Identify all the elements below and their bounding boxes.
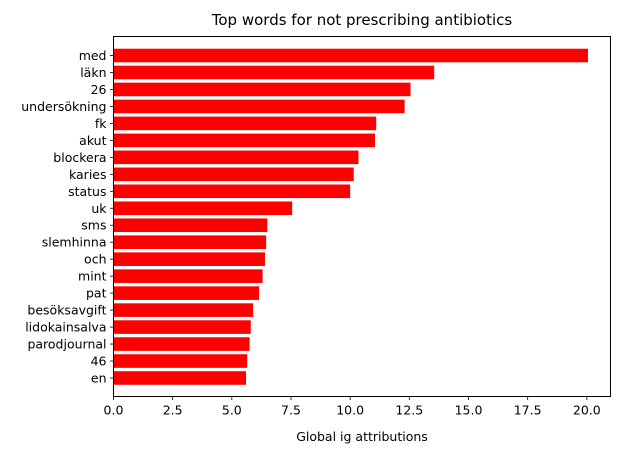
bar [113,133,376,148]
bar [113,354,248,368]
y-tick-label: lidokainsalva [25,320,106,335]
y-axis: med läkn 26 undersökning fk akut blockera karie… [21,48,114,386]
bar [113,320,251,334]
x-tick-label: 17.5 [514,403,542,418]
x-tick-label: 0.0 [104,403,124,418]
y-tick-label: undersökning [21,99,106,114]
bar [113,269,263,283]
x-tick-label: 10.0 [336,403,364,418]
bar [113,184,351,199]
y-tick-label: pat [86,286,107,301]
y-tick-label: status [68,184,106,199]
x-axis: 0.0 2.5 5.0 7.5 10.0 12.5 15.0 17.5 20.0 [104,396,601,418]
plot-frame [113,36,611,397]
bar [113,48,589,63]
x-tick-label: 15.0 [455,403,483,418]
bar [113,235,267,249]
y-tick-label: läkn [80,65,106,80]
bar [113,337,250,351]
bar [113,286,260,300]
y-tick-label: parodjournal [27,337,106,352]
bars-layer [113,48,589,385]
bar [113,82,411,97]
y-tick-label: med [79,48,107,63]
y-tick-label: 46 [91,354,107,369]
y-tick-label: akut [79,133,106,148]
bar [113,150,359,165]
bar [113,167,354,182]
x-tick-label: 20.0 [573,403,601,418]
x-tick-label: 2.5 [163,403,183,418]
y-tick-label: en [91,371,107,386]
bar [113,303,254,317]
y-tick-label: 26 [91,82,107,97]
bar [113,65,435,80]
bar [113,218,268,233]
y-tick-label: blockera [53,150,106,165]
x-tick-label: 12.5 [395,403,423,418]
y-tick-label: uk [91,201,107,216]
y-tick-label: mint [78,269,107,284]
y-tick-label: besöksavgift [27,303,106,318]
bar [113,201,293,216]
bar [113,252,265,266]
y-tick-label: slemhinna [42,235,107,250]
y-tick-label: sms [81,218,106,233]
x-tick-label: 7.5 [281,403,301,418]
y-tick-label: och [84,252,106,267]
chart-title: Top words for not prescribing antibiotic… [211,11,513,29]
bar [113,99,405,114]
y-tick-label: karies [69,167,107,182]
bar [113,371,247,385]
y-tick-label: fk [95,116,107,131]
x-axis-label: Global ig attributions [296,429,428,444]
x-tick-label: 5.0 [222,403,242,418]
bar [113,116,377,131]
